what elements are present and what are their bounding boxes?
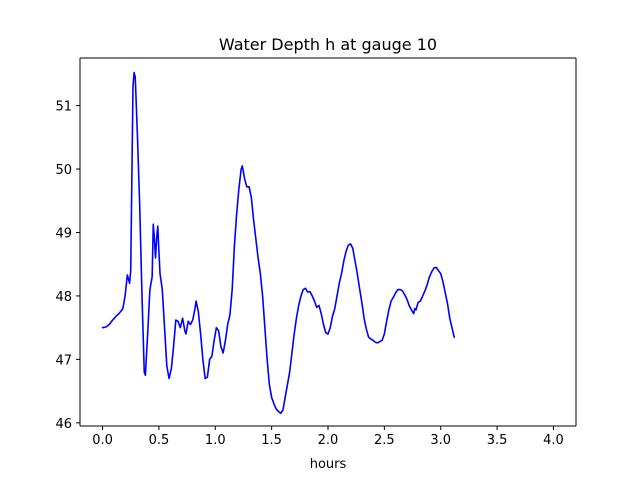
x-axis-title: hours [310, 457, 347, 472]
y-tick-label: 50 [55, 163, 72, 178]
y-tick-label: 48 [55, 290, 72, 305]
plot-area: 0.0 0.5 1.0 1.5 2.0 2.5 3.0 3.5 4.0 46 47 48 49 50 51 [55, 57, 577, 448]
y-tick-label: 49 [55, 226, 72, 241]
x-tick-label: 2.5 [374, 433, 395, 448]
y-tick-label: 51 [55, 100, 72, 115]
series-line-0 [101, 71, 456, 415]
x-tick-label: 1.5 [261, 433, 282, 448]
chart-title: Water Depth h at gauge 10 [219, 35, 437, 54]
x-tick-label: 1.0 [205, 433, 226, 448]
x-tick-label: 4.0 [543, 433, 564, 448]
x-tick-label: 0.5 [149, 433, 170, 448]
x-tick-label: 2.0 [318, 433, 339, 448]
x-tick-label: 3.0 [430, 433, 451, 448]
x-tick-label: 0.0 [92, 433, 113, 448]
x-tick-label: 3.5 [487, 433, 508, 448]
y-tick-label: 47 [55, 353, 72, 368]
y-tick-label: 46 [55, 417, 72, 432]
